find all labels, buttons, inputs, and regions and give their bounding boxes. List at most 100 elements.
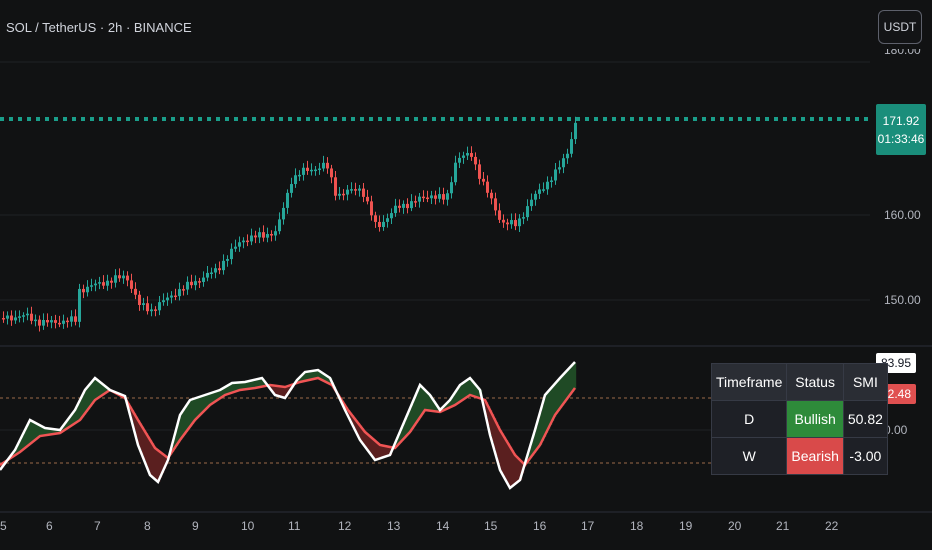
smi-fill (380, 445, 383, 459)
candle (114, 275, 117, 283)
smi-fill (302, 375, 305, 382)
smi-fill (318, 370, 321, 378)
candle (238, 242, 241, 247)
currency-button[interactable]: USDT (878, 10, 922, 44)
smi-fill (428, 393, 431, 411)
time-label-19: 19 (679, 519, 693, 533)
smi-fill (510, 446, 513, 488)
smi-fill (412, 403, 415, 430)
smi-fill (572, 365, 575, 393)
candle (270, 234, 273, 236)
candle (426, 197, 429, 200)
candle (542, 189, 545, 191)
smi-fill (40, 425, 43, 436)
candle (430, 195, 433, 199)
candle (418, 196, 421, 202)
smi-fill (356, 420, 359, 432)
candle (382, 221, 385, 228)
smi-fill (552, 387, 555, 421)
row-timeframe: D (710, 400, 788, 438)
candle (2, 318, 5, 320)
smi-line (0, 361, 576, 490)
smi-fill (568, 369, 571, 398)
smi-fill (564, 373, 567, 403)
smi-fill (358, 422, 361, 436)
smi-fill (196, 398, 199, 419)
candle (38, 319, 41, 326)
candle (298, 174, 301, 177)
candle (106, 280, 109, 286)
smi-fill (324, 374, 327, 381)
candle (446, 193, 449, 200)
candle (478, 164, 481, 179)
smi-fill (426, 391, 429, 411)
smi-fill (370, 436, 373, 454)
smi-fill (174, 437, 177, 449)
smi-fill (434, 401, 437, 412)
smi-fill (314, 370, 317, 379)
smi-fill (260, 378, 263, 387)
candle (518, 218, 521, 227)
smi-fill (102, 383, 105, 396)
candle (574, 122, 577, 140)
smi-fill (478, 387, 481, 398)
smi-fill (200, 396, 203, 415)
price-label-150: 150.00 (884, 293, 921, 307)
smi-fill (24, 432, 27, 449)
candle (74, 316, 77, 322)
smi-fill (422, 387, 425, 415)
candle (358, 188, 361, 191)
candle (242, 240, 245, 243)
smi-fill (312, 370, 315, 380)
time-label-7: 7 (94, 519, 101, 533)
candle (122, 275, 125, 279)
smi-fill (192, 399, 195, 424)
time-label-22: 22 (825, 519, 839, 533)
smi-fill (140, 423, 143, 450)
smi-fill (204, 395, 207, 411)
smi-fill (548, 391, 551, 429)
candlesticks (2, 116, 577, 332)
symbol-title[interactable]: SOL / TetherUS · 2h · BINANCE (6, 20, 192, 35)
smi-fill (34, 422, 37, 441)
smi-fill (540, 412, 543, 445)
smi-table: Timeframe Status SMI D Bullish 50.82 W B… (710, 363, 888, 475)
candle (326, 162, 329, 169)
smi-fill (216, 391, 219, 401)
smi-fill (460, 385, 463, 402)
candle (98, 282, 101, 284)
candle (274, 231, 277, 236)
time-label-8: 8 (144, 519, 151, 533)
candle (494, 198, 497, 211)
smi-fill (164, 454, 167, 469)
candle (22, 315, 25, 317)
smi-fill (186, 406, 189, 432)
smi-fill (560, 378, 563, 409)
smi-fill (14, 451, 17, 456)
smi-fill (550, 389, 553, 425)
smi-fill (100, 382, 103, 397)
row-smi: 50.82 (842, 400, 888, 438)
time-label-15: 15 (484, 519, 498, 533)
candle (414, 201, 417, 203)
smi-fill (208, 394, 211, 407)
smi-fill (544, 398, 547, 437)
zero-level-label: 0.00 (884, 423, 908, 437)
smi-fill (506, 440, 509, 481)
candle (170, 295, 173, 298)
row-smi: -3.00 (842, 437, 888, 475)
smi-fill (362, 428, 365, 443)
candle (82, 288, 85, 293)
smi-fill (26, 428, 29, 448)
smi-fill (508, 443, 511, 485)
smi-fill (82, 396, 85, 418)
candle (546, 181, 549, 190)
smi-fill (320, 371, 323, 379)
smi-fill (20, 440, 23, 452)
smi-fill (414, 399, 417, 427)
smi-fill (456, 391, 459, 405)
smi-fill (574, 363, 577, 390)
candle (514, 220, 517, 227)
smi-fill (538, 419, 541, 448)
